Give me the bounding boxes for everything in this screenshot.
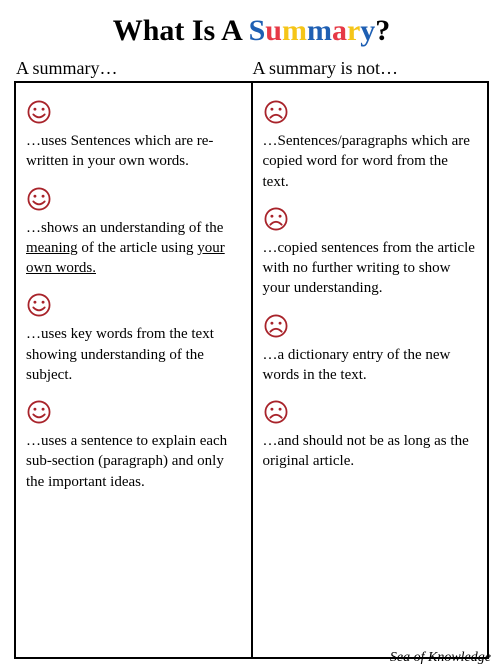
title-suffix: ?	[375, 14, 390, 47]
header-right: A summary is not…	[253, 58, 490, 79]
title-letter: S	[249, 14, 266, 47]
title-summary-word: Summary	[249, 14, 376, 48]
isnot-item: …a dictionary entry of the new words in …	[263, 313, 478, 386]
is-item-text: …uses a sentence to explain each sub-sec…	[26, 431, 241, 492]
title-letter: u	[265, 14, 282, 47]
title-prefix: What Is A	[113, 14, 249, 47]
isnot-item: …copied sentences from the article with …	[263, 206, 478, 299]
smile-icon	[26, 99, 52, 125]
isnot-item: …Sentences/paragraphs which are copied w…	[263, 99, 478, 192]
is-item: …shows an understanding of the meaning o…	[26, 186, 241, 279]
is-item: …uses Sentences which are re-written in …	[26, 99, 241, 172]
footer-credit: Sea of Knowledge	[390, 650, 491, 666]
title-letter: m	[307, 14, 332, 47]
comparison-table: …uses Sentences which are re-written in …	[14, 81, 489, 659]
column-is-not: …Sentences/paragraphs which are copied w…	[253, 83, 488, 657]
smile-icon	[26, 292, 52, 318]
title-letter: y	[360, 14, 375, 47]
is-item: …uses key words from the text showing un…	[26, 292, 241, 385]
header-left: A summary…	[16, 58, 253, 79]
is-item: …uses a sentence to explain each sub-sec…	[26, 399, 241, 492]
title-letter: a	[332, 14, 347, 47]
frown-icon	[263, 206, 289, 232]
smile-icon	[26, 186, 52, 212]
is-item-text: …uses key words from the text showing un…	[26, 324, 241, 385]
frown-icon	[263, 399, 289, 425]
isnot-item: …and should not be as long as the origin…	[263, 399, 478, 472]
page-title: What Is A Summary?	[0, 0, 503, 54]
isnot-item-text: …copied sentences from the article with …	[263, 238, 478, 299]
is-item-text: …shows an understanding of the meaning o…	[26, 218, 241, 279]
column-is: …uses Sentences which are re-written in …	[16, 83, 253, 657]
frown-icon	[263, 313, 289, 339]
frown-icon	[263, 99, 289, 125]
smile-icon	[26, 399, 52, 425]
isnot-item-text: …a dictionary entry of the new words in …	[263, 345, 478, 386]
isnot-item-text: …Sentences/paragraphs which are copied w…	[263, 131, 478, 192]
title-letter: r	[347, 14, 360, 47]
is-item-text: …uses Sentences which are re-written in …	[26, 131, 241, 172]
title-letter: m	[282, 14, 307, 47]
isnot-item-text: …and should not be as long as the origin…	[263, 431, 478, 472]
column-headers: A summary… A summary is not…	[14, 54, 489, 81]
